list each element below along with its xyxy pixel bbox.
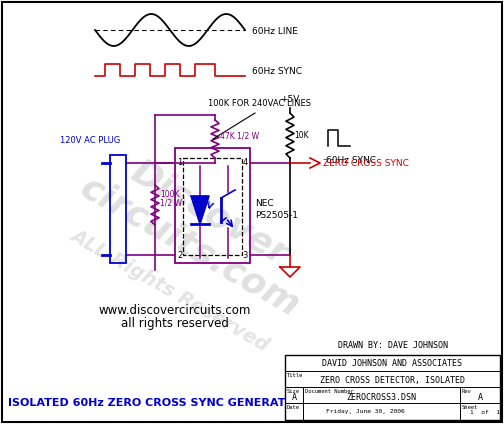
Text: 47K 1/2 W: 47K 1/2 W (220, 131, 259, 140)
Text: NEC: NEC (255, 198, 274, 207)
Polygon shape (191, 196, 209, 224)
Text: 3: 3 (242, 251, 248, 260)
Bar (183, 158, 242, 255)
Bar (110, 155, 126, 263)
Text: DRAWN BY: DAVE JOHNSON: DRAWN BY: DAVE JOHNSON (338, 341, 448, 350)
Text: 60Hz SYNC: 60Hz SYNC (252, 67, 302, 75)
Text: ZEROCROSS3.DSN: ZEROCROSS3.DSN (347, 393, 416, 402)
Text: Title: Title (287, 373, 303, 378)
Text: all rights reserved: all rights reserved (121, 316, 229, 329)
Text: ALL Rights Reserved: ALL Rights Reserved (68, 226, 273, 354)
Text: www.discovercircuits.com: www.discovercircuits.com (99, 304, 251, 316)
Text: PS2505-1: PS2505-1 (255, 210, 298, 220)
Text: Rev: Rev (462, 389, 472, 394)
Text: +5V: +5V (280, 95, 300, 104)
Text: 10K: 10K (294, 131, 308, 140)
Text: 1/2 W: 1/2 W (160, 199, 182, 208)
Text: Size: Size (287, 389, 300, 394)
Text: 60Hz LINE: 60Hz LINE (252, 26, 298, 36)
Text: 2: 2 (177, 251, 182, 260)
Text: Discover
circuits.com: Discover circuits.com (75, 137, 326, 324)
Text: Date: Date (287, 405, 300, 410)
Text: Document Number: Document Number (305, 389, 354, 394)
Text: 60Hz SYNC: 60Hz SYNC (326, 156, 376, 165)
Text: 1  of  1: 1 of 1 (470, 410, 500, 415)
Text: 1: 1 (177, 158, 182, 167)
Text: ISOLATED 60Hz ZERO CROSS SYNC GENERATOR: ISOLATED 60Hz ZERO CROSS SYNC GENERATOR (8, 398, 303, 408)
Text: DAVID JOHNSON AND ASSOCIATES: DAVID JOHNSON AND ASSOCIATES (323, 359, 463, 368)
Text: Sheet: Sheet (462, 405, 478, 410)
Text: 100K: 100K (160, 190, 179, 199)
Text: ZERO CROSS DETECTOR, ISOLATED: ZERO CROSS DETECTOR, ISOLATED (320, 376, 465, 385)
Text: 4: 4 (243, 158, 248, 167)
Bar (285, 355, 500, 420)
Text: Friday, June 30, 2006: Friday, June 30, 2006 (326, 410, 404, 415)
Text: A: A (291, 393, 296, 402)
Text: A: A (477, 393, 482, 402)
Text: 120V AC PLUG: 120V AC PLUG (60, 136, 120, 145)
Bar (175, 148, 250, 263)
Text: 100K FOR 240VAC LINES: 100K FOR 240VAC LINES (209, 99, 311, 108)
Text: ZERO CROSS SYNC: ZERO CROSS SYNC (323, 159, 409, 167)
